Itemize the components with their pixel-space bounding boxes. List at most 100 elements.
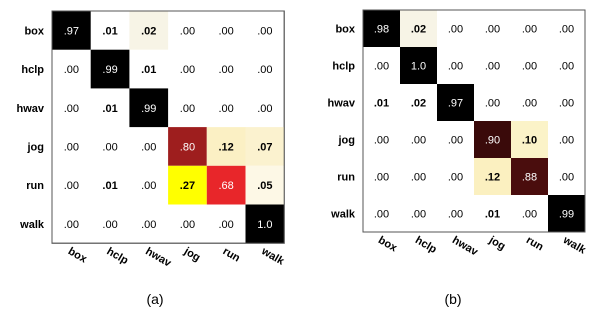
cell-value-label: .90: [485, 135, 500, 147]
cell-value-label: .02: [411, 98, 426, 110]
cell-value-label: .80: [180, 141, 195, 153]
cell-value-label: .01: [374, 98, 389, 110]
matrix-cell: [245, 165, 285, 205]
cell-value-label: .05: [257, 180, 272, 192]
matrix-cell: [400, 47, 437, 84]
matrix-cell: [206, 127, 246, 166]
cell-value-label: .01: [485, 209, 500, 221]
cell-value-label: .02: [141, 25, 156, 37]
cell-value-label: .00: [141, 141, 156, 153]
cell-value-label: .12: [485, 172, 500, 184]
cell-value-label: .00: [141, 180, 156, 192]
cell-value-label: .97: [64, 25, 79, 37]
matrix-cell: [90, 49, 130, 89]
cell-value-label: .00: [448, 209, 463, 221]
matrix-cell: [168, 165, 207, 205]
cell-value-label: .00: [180, 25, 195, 37]
matrix-cell: [548, 195, 585, 232]
matrix-cell: [437, 84, 474, 121]
cell-value-label: .00: [411, 172, 426, 184]
cell-value-label: .00: [64, 180, 79, 192]
row-label: jog: [27, 141, 45, 153]
cell-value-label: .00: [411, 135, 426, 147]
row-label: hclp: [332, 61, 355, 73]
cell-value-label: .00: [219, 64, 234, 76]
cell-value-label: .00: [64, 219, 79, 231]
cell-value-label: .00: [219, 219, 234, 231]
row-label: walk: [19, 219, 45, 231]
cell-value-label: .00: [411, 209, 426, 221]
panel-caption: (b): [444, 291, 461, 307]
cell-value-label: .01: [141, 64, 156, 76]
matrix-border: [362, 9, 586, 233]
row-label: hwav: [327, 98, 355, 110]
cell-value-label: .01: [102, 180, 117, 192]
cell-value-label: .00: [522, 98, 537, 110]
cell-value-label: .00: [257, 103, 272, 115]
cell-value-label: .00: [448, 172, 463, 184]
matrix-cell: [129, 88, 169, 128]
cell-value-label: .00: [448, 61, 463, 73]
row-label: hwav: [16, 103, 44, 115]
cell-value-label: .00: [559, 135, 574, 147]
cell-value-label: .00: [102, 219, 117, 231]
cell-value-label: .00: [559, 172, 574, 184]
cell-value-label: .00: [64, 64, 79, 76]
row-label: walk: [330, 209, 356, 221]
row-label: hclp: [21, 64, 44, 76]
cell-value-label: .00: [485, 61, 500, 73]
cell-value-label: .02: [411, 24, 426, 36]
confusion-matrix-panel: .98 .02 .00 .00 .00 .00 .00 1.0 .00 .00 .00 .00 .01.…: [327, 9, 588, 307]
matrix-cell: [511, 158, 548, 195]
cell-value-label: .00: [522, 24, 537, 36]
cell-value-label: .00: [180, 103, 195, 115]
cell-value-label: .00: [64, 141, 79, 153]
cell-value-label: .00: [374, 135, 389, 147]
cell-value-label: .00: [257, 64, 272, 76]
cell-value-label: .00: [180, 64, 195, 76]
matrix-cell: [206, 165, 246, 205]
cell-value-label: .99: [102, 64, 117, 76]
cell-value-label: .00: [257, 25, 272, 37]
cell-value-label: .00: [485, 24, 500, 36]
cell-value-label: .00: [102, 141, 117, 153]
cell-value-label: .99: [141, 103, 156, 115]
cell-value-label: .00: [219, 25, 234, 37]
cell-value-label: .01: [102, 25, 117, 37]
row-label: run: [26, 180, 44, 192]
cell-value-label: .00: [522, 209, 537, 221]
cell-value-label: .00: [64, 103, 79, 115]
cell-value-label: .00: [559, 24, 574, 36]
cell-value-label: .00: [180, 219, 195, 231]
cell-value-label: .27: [180, 180, 195, 192]
cell-value-label: .99: [559, 209, 574, 221]
cell-value-label: .00: [448, 135, 463, 147]
cell-value-label: .88: [522, 172, 537, 184]
matrix-cell: [363, 10, 400, 47]
panel-caption: (a): [146, 291, 163, 307]
cell-value-label: .00: [448, 24, 463, 36]
cell-value-label: .00: [522, 61, 537, 73]
cell-value-label: .10: [522, 135, 537, 147]
row-label: run: [337, 172, 355, 184]
matrix-cell: [245, 127, 285, 166]
matrix-cell: [474, 121, 511, 158]
matrix-cell: [511, 121, 548, 158]
cell-value-label: .12: [219, 141, 234, 153]
cell-value-label: .01: [102, 103, 117, 115]
cell-value-label: .00: [485, 98, 500, 110]
cell-value-label: .07: [257, 141, 272, 153]
matrix-cell: [474, 158, 511, 195]
cell-value-label: .00: [374, 61, 389, 73]
row-label: box: [335, 24, 355, 36]
row-label: box: [24, 25, 44, 37]
cell-value-label: .00: [141, 219, 156, 231]
matrix-cell: [245, 204, 285, 244]
cell-value-label: .00: [559, 98, 574, 110]
cell-value-label: .68: [219, 180, 234, 192]
cell-value-label: .98: [374, 24, 389, 36]
cell-value-label: .00: [219, 103, 234, 115]
matrix-cell: [168, 127, 207, 166]
matrix-cell: [52, 11, 91, 50]
